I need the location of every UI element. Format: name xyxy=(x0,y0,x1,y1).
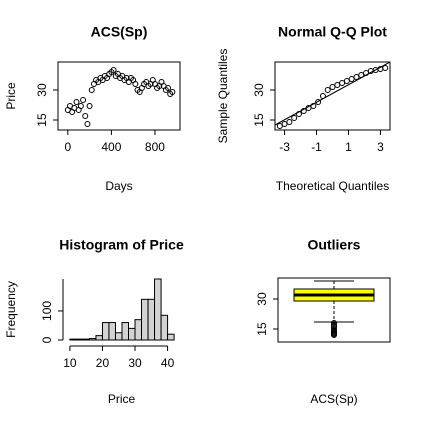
x-tick-label: -3 xyxy=(279,140,290,154)
bar xyxy=(154,278,162,341)
bar xyxy=(160,314,169,341)
point xyxy=(334,82,341,88)
point xyxy=(348,76,355,82)
y-tick-label: 100 xyxy=(40,301,54,321)
point xyxy=(73,99,80,105)
y-tick-label: 30 xyxy=(35,83,49,97)
bar xyxy=(75,338,84,341)
point xyxy=(86,103,93,109)
point xyxy=(88,87,95,93)
bar xyxy=(88,338,97,341)
bar xyxy=(121,322,130,341)
point xyxy=(281,121,288,127)
point xyxy=(315,99,322,105)
panel-title: Normal Q-Q Plot xyxy=(278,24,387,40)
plot-box xyxy=(274,61,391,131)
point xyxy=(286,119,293,125)
x-tick-label: 30 xyxy=(128,356,142,370)
y-tick-label: 15 xyxy=(35,113,49,127)
x-axis-label: ACS(Sp) xyxy=(310,392,357,406)
point xyxy=(82,113,89,119)
point xyxy=(329,84,336,90)
point xyxy=(324,87,331,93)
point xyxy=(339,80,346,86)
point xyxy=(353,74,360,80)
qq-line xyxy=(275,62,390,126)
x-axis-label: Price xyxy=(108,392,136,406)
y-axis-label: Frequency xyxy=(4,281,18,338)
bar xyxy=(114,332,123,341)
plot-box xyxy=(277,277,391,343)
bar xyxy=(69,338,77,341)
plot-box xyxy=(57,61,181,131)
bar xyxy=(108,322,116,341)
x-tick-label: 40 xyxy=(161,356,175,370)
y-axis-label: Sample Quantiles xyxy=(216,49,230,144)
x-tick-label: 20 xyxy=(96,356,110,370)
bar xyxy=(147,298,156,341)
y-tick-label: 30 xyxy=(255,292,269,306)
x-axis-label: Days xyxy=(105,179,132,193)
point xyxy=(382,65,389,71)
bar xyxy=(141,298,149,341)
x-tick-label: 0 xyxy=(64,140,71,154)
point xyxy=(276,123,283,129)
x-tick-label: -1 xyxy=(311,140,322,154)
point xyxy=(165,85,172,91)
bar xyxy=(128,327,136,341)
point xyxy=(77,103,84,109)
x-tick-label: 400 xyxy=(101,140,121,154)
point xyxy=(291,115,298,121)
point xyxy=(110,67,117,73)
panel-title: Outliers xyxy=(308,237,361,253)
y-axis-label: Price xyxy=(4,82,18,110)
point xyxy=(132,81,139,87)
bar xyxy=(95,335,103,341)
bar xyxy=(167,333,175,341)
point xyxy=(343,78,350,84)
y-tick-label: 0 xyxy=(40,336,54,343)
panel-title: Histogram of Price xyxy=(59,237,184,253)
point xyxy=(80,97,87,103)
y-tick-label: 15 xyxy=(255,322,269,336)
bar xyxy=(134,319,143,341)
outlier xyxy=(331,332,337,338)
outlier xyxy=(331,320,337,326)
y-tick-label: 15 xyxy=(252,113,266,127)
bar xyxy=(82,338,90,341)
x-tick-label: 10 xyxy=(63,356,77,370)
x-tick-label: 1 xyxy=(345,140,352,154)
x-axis-label: Theoretical Quantiles xyxy=(276,179,389,193)
panel-title: ACS(Sp) xyxy=(91,24,148,40)
point xyxy=(169,89,176,95)
point xyxy=(84,121,91,127)
bar xyxy=(101,322,110,341)
y-tick-label: 30 xyxy=(252,83,266,97)
x-tick-label: 800 xyxy=(145,140,165,154)
x-tick-label: 3 xyxy=(377,140,384,154)
